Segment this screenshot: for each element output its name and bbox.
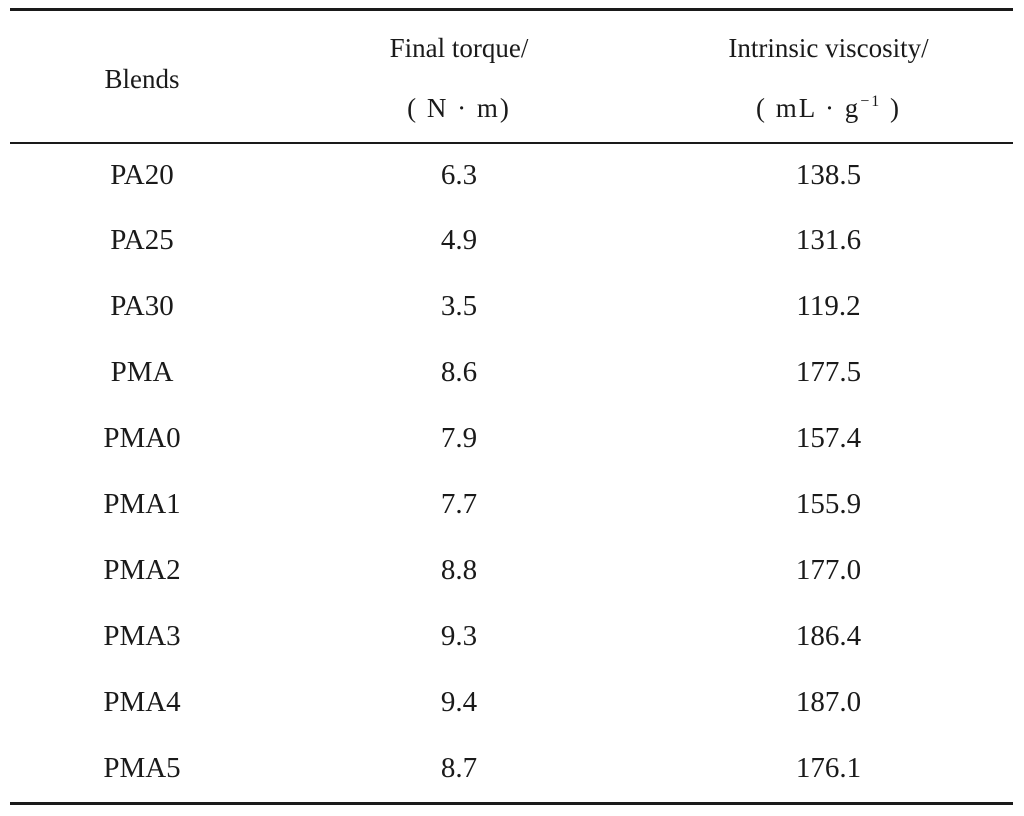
- cell-final-torque: 8.6: [440, 356, 478, 388]
- table-row: PMA2 8.8 177.0: [10, 538, 1013, 604]
- cell-blend: PMA4: [103, 686, 181, 718]
- cell-final-torque: 4.9: [440, 224, 478, 256]
- table-header: Blends Final torque/ ( N · m) Intrinsic …: [10, 11, 1013, 142]
- cell-blend: PMA: [110, 356, 174, 388]
- cell-blend: PMA0: [103, 422, 181, 454]
- table-row: PMA1 7.7 155.9: [10, 472, 1013, 538]
- cell-intrinsic-viscosity: 155.9: [795, 488, 862, 520]
- cell-blend: PMA3: [103, 620, 181, 652]
- cell-final-torque: 9.4: [440, 686, 478, 718]
- table-body: PA20 6.3 138.5 PA25 4.9 131.6 PA30 3.5 119.2 PMA 8…: [10, 144, 1013, 802]
- cell-intrinsic-viscosity: 119.2: [796, 290, 861, 322]
- cell-intrinsic-viscosity: 177.0: [795, 554, 862, 586]
- cell-intrinsic-viscosity: 131.6: [795, 224, 862, 256]
- visc-unit-base: ( mL · g: [755, 93, 861, 123]
- cell-intrinsic-viscosity: 176.1: [795, 752, 862, 784]
- table-row: PMA0 7.9 157.4: [10, 406, 1013, 472]
- table-top-rule: [10, 8, 1013, 11]
- table-row: PMA4 9.4 187.0: [10, 670, 1013, 736]
- cell-intrinsic-viscosity: 138.5: [795, 159, 862, 191]
- cell-blend: PA30: [110, 290, 174, 322]
- visc-unit-exponent: −1: [860, 93, 882, 110]
- cell-blend: PA20: [110, 159, 174, 191]
- cell-final-torque: 6.3: [440, 159, 478, 191]
- cell-intrinsic-viscosity: 187.0: [795, 686, 862, 718]
- cell-final-torque: 7.7: [440, 488, 478, 520]
- table-row: PMA3 9.3 186.4: [10, 604, 1013, 670]
- header-final-torque-unit: ( N · m): [407, 93, 511, 123]
- cell-blend: PA25: [110, 224, 174, 256]
- cell-intrinsic-viscosity: 177.5: [795, 356, 862, 388]
- table-row: PA20 6.3 138.5: [10, 144, 1013, 208]
- cell-blend: PMA2: [103, 554, 181, 586]
- cell-final-torque: 9.3: [440, 620, 478, 652]
- table-bottom-rule: [10, 801, 1013, 805]
- table-row: PA30 3.5 119.2: [10, 274, 1013, 340]
- header-intrinsic-viscosity-label: Intrinsic viscosity/: [728, 33, 929, 63]
- cell-final-torque: 7.9: [440, 422, 478, 454]
- table-header-rule: [10, 142, 1013, 144]
- cell-final-torque: 8.7: [440, 752, 478, 784]
- cell-intrinsic-viscosity: 157.4: [795, 422, 862, 454]
- cell-intrinsic-viscosity: 186.4: [795, 620, 862, 652]
- cell-final-torque: 3.5: [440, 290, 478, 322]
- cell-final-torque: 8.8: [440, 554, 478, 586]
- table-row: PMA5 8.7 176.1: [10, 736, 1013, 802]
- table-row: PA25 4.9 131.6: [10, 208, 1013, 274]
- header-blends: Blends: [104, 64, 180, 94]
- visc-unit-close: ): [881, 93, 901, 123]
- header-intrinsic-viscosity-unit: ( mL · g−1 ): [644, 93, 1013, 123]
- data-table: Blends Final torque/ ( N · m) Intrinsic …: [10, 8, 1013, 805]
- header-final-torque-label: Final torque/: [389, 33, 529, 63]
- table-row: PMA 8.6 177.5: [10, 340, 1013, 406]
- cell-blend: PMA1: [103, 488, 181, 520]
- cell-blend: PMA5: [103, 752, 181, 784]
